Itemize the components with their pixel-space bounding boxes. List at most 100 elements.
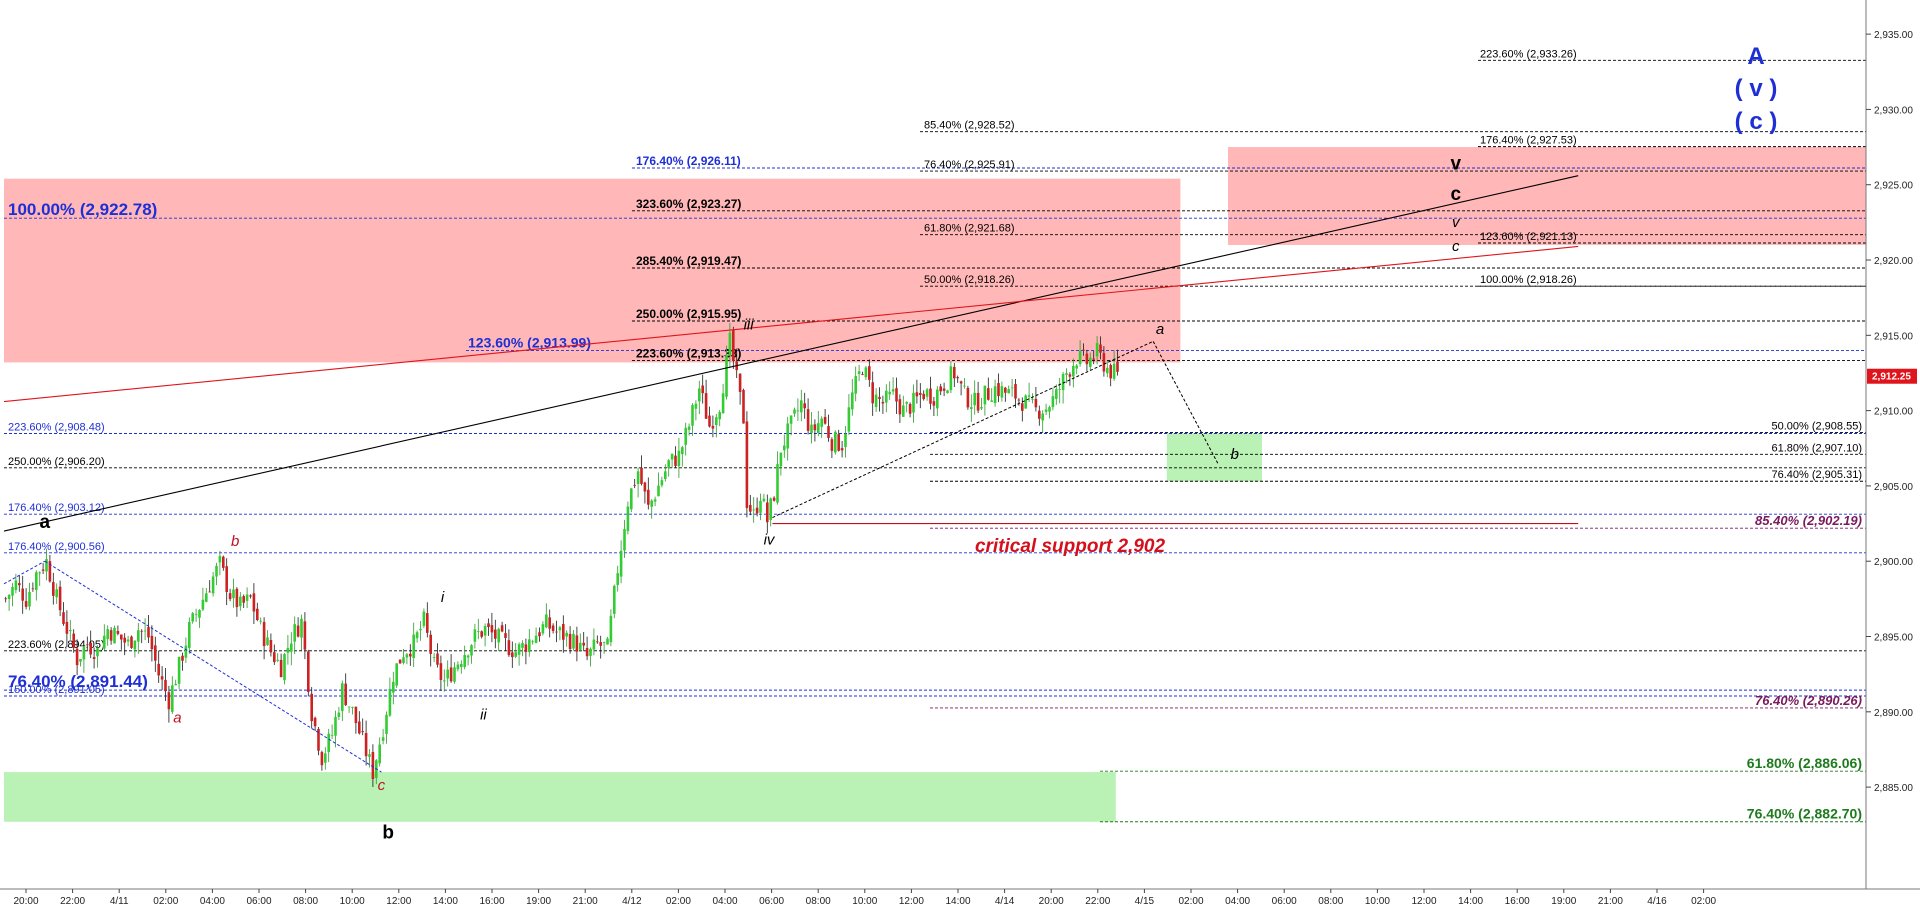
candle-body xyxy=(755,507,759,514)
black-dotted-projection xyxy=(1152,341,1219,464)
fib-level-label: 100.00% (2,922.78) xyxy=(8,200,157,219)
candle-body xyxy=(922,393,925,400)
candle-body xyxy=(1085,353,1089,365)
candle-body xyxy=(789,415,793,424)
candle-body xyxy=(497,628,500,643)
candle-body xyxy=(687,426,691,430)
wave-label: iii xyxy=(744,316,755,333)
candle-body xyxy=(834,431,837,453)
time-tick-label: 22:00 xyxy=(60,896,85,907)
candle-body xyxy=(361,731,364,733)
candle-body xyxy=(667,460,670,469)
candle-body xyxy=(701,385,704,394)
candle-body xyxy=(35,572,38,591)
time-tick-label: 4/14 xyxy=(995,896,1015,907)
candle-body xyxy=(123,637,126,643)
candle-body xyxy=(902,405,905,417)
candle-body xyxy=(647,489,650,505)
candle-body xyxy=(861,374,864,376)
candle-body xyxy=(293,624,296,642)
zones-layer xyxy=(4,147,1866,822)
wave-label: a xyxy=(40,512,51,533)
candle-body xyxy=(167,692,171,710)
candle-body xyxy=(963,385,966,387)
candle-body xyxy=(327,733,330,753)
candle-body xyxy=(579,642,582,650)
candle-body xyxy=(456,664,460,670)
wave-label: a xyxy=(173,709,181,726)
wave-label: c xyxy=(1451,184,1462,205)
candle-body xyxy=(1068,374,1072,377)
candle-body xyxy=(273,652,276,663)
candle-body xyxy=(460,664,463,668)
candle-body xyxy=(912,392,915,413)
candle-body xyxy=(653,499,657,502)
candle-body xyxy=(1027,395,1031,397)
price-tick-label: 2,900.00 xyxy=(1874,557,1913,568)
fib-level-label: 85.40% (2,928.52) xyxy=(924,120,1015,132)
candle-body xyxy=(449,667,453,682)
red-channel-line xyxy=(3,245,1579,403)
candle-body xyxy=(473,629,477,642)
candle-body xyxy=(483,626,487,636)
candle-body xyxy=(942,388,946,391)
candle-body xyxy=(439,663,443,680)
wave-label: c xyxy=(1452,238,1460,255)
candle-body xyxy=(466,655,470,658)
price-tick-label: 2,895.00 xyxy=(1874,633,1913,644)
time-tick-label: 12:00 xyxy=(1411,896,1436,907)
trendlines-layer xyxy=(3,175,1579,773)
candle-body xyxy=(721,393,725,414)
candle-body xyxy=(45,559,48,572)
candle-body xyxy=(541,624,545,634)
candle-body xyxy=(184,645,188,658)
fib-level-label: 61.80% (2,886.06) xyxy=(1747,755,1862,771)
candle-body xyxy=(55,589,58,598)
candle-body xyxy=(494,629,497,639)
candle-body xyxy=(140,630,143,632)
candle-body xyxy=(388,688,392,716)
candle-body xyxy=(891,389,895,392)
candle-body xyxy=(41,569,45,571)
candle-body xyxy=(817,423,820,433)
price-tick-label: 2,935.00 xyxy=(1874,30,1913,41)
wave-label: b xyxy=(382,822,394,843)
candle-body xyxy=(830,439,834,451)
lower-support-zone xyxy=(4,772,1116,822)
candle-body xyxy=(786,423,789,449)
candle-body xyxy=(188,622,191,649)
primary-wave-label: ( v ) xyxy=(1735,75,1778,102)
price-tick-label: 2,915.00 xyxy=(1874,331,1913,342)
candle-body xyxy=(89,642,92,655)
candle-body xyxy=(919,393,922,395)
candle-body xyxy=(970,407,973,410)
candle-body xyxy=(575,635,579,652)
candle-body xyxy=(698,388,701,402)
candle-body xyxy=(38,572,41,574)
candle-body xyxy=(915,392,919,397)
candle-body xyxy=(602,642,606,643)
fib-levels-layer: 223.60% (2,933.26) 85.40% (2,928.52) 176.4… xyxy=(4,48,1866,823)
candle-body xyxy=(857,371,861,375)
fib-level-label: 223.60% (2,913.33) xyxy=(636,346,741,360)
candle-body xyxy=(623,529,626,551)
candle-body xyxy=(344,683,347,706)
time-tick-label: 19:00 xyxy=(526,896,551,907)
candle-body xyxy=(232,589,235,599)
candle-body xyxy=(405,654,409,658)
candle-body xyxy=(823,416,827,424)
candle-body xyxy=(395,663,398,686)
candle-body xyxy=(1082,349,1085,351)
candle-body xyxy=(953,366,956,379)
candle-body xyxy=(453,667,456,682)
fib-level-label: 76.40% (2,905.31) xyxy=(1771,469,1862,481)
candle-body xyxy=(1000,386,1004,398)
candle-body xyxy=(11,586,14,596)
candle-body xyxy=(1017,399,1021,401)
candle-body xyxy=(820,418,823,427)
candle-body xyxy=(715,417,718,426)
candle-body xyxy=(79,659,82,662)
fib-level-label: 176.40% (2,927.53) xyxy=(1480,135,1577,147)
time-tick-label: 12:00 xyxy=(386,896,411,907)
critical-support-label: critical support 2,902 xyxy=(975,536,1166,557)
